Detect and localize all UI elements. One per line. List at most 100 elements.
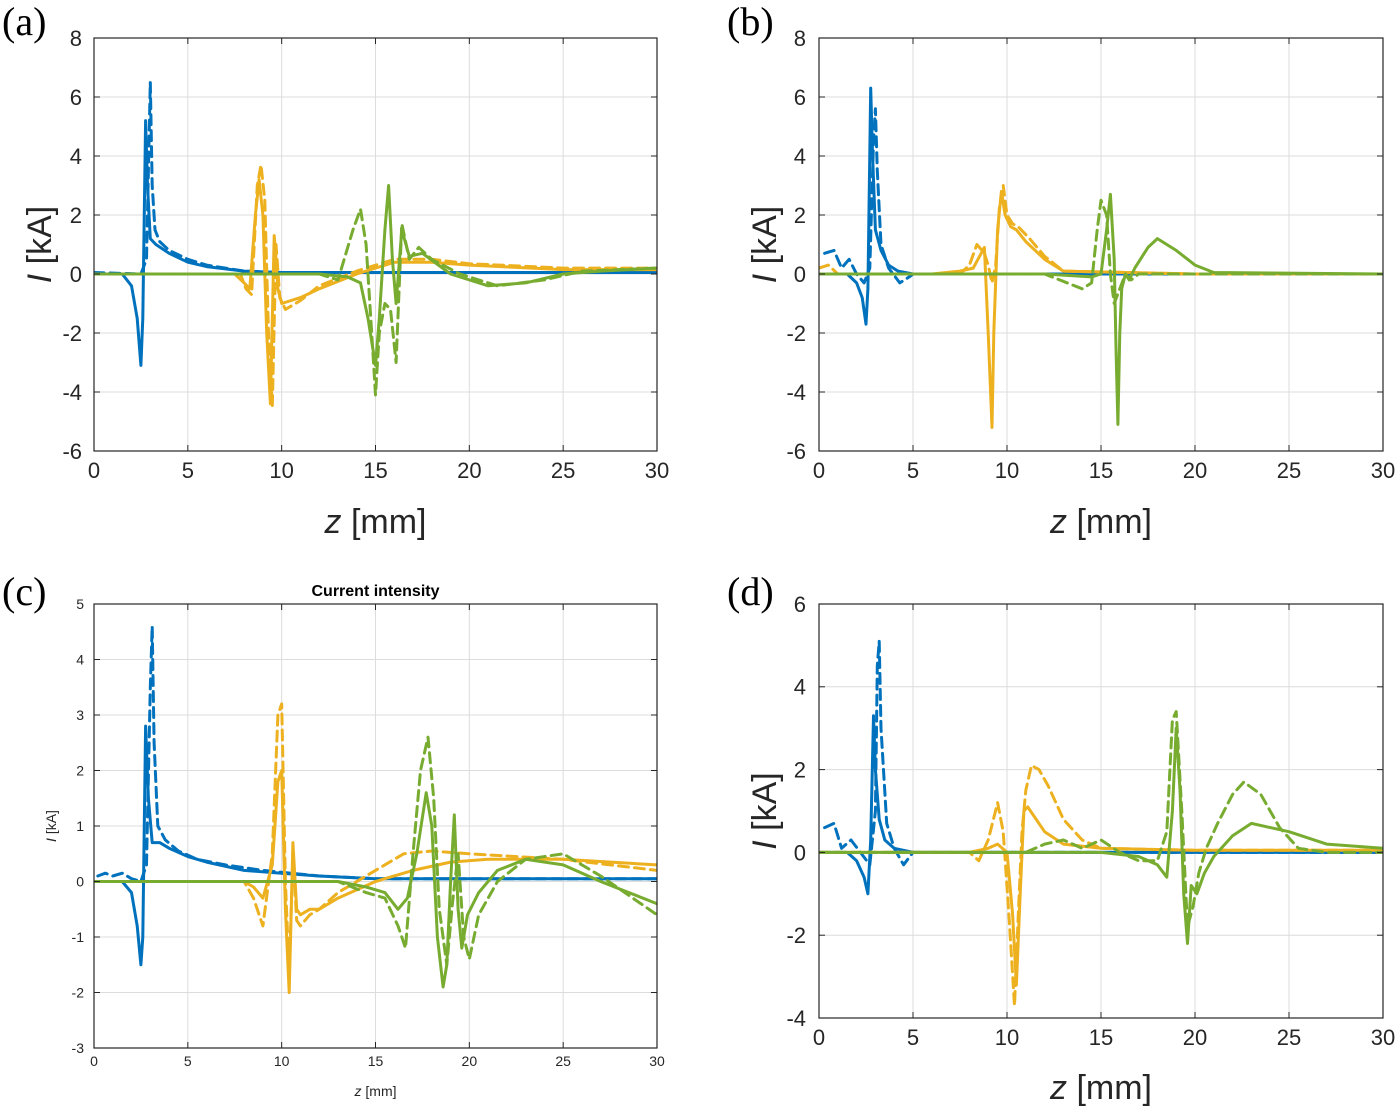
series-green-dashed [94, 735, 657, 967]
series-green-solid [819, 726, 1383, 945]
y-tick-label: -6 [62, 439, 82, 464]
x-tick-label: 20 [462, 1053, 478, 1069]
y-tick-label: 0 [76, 874, 84, 890]
x-tick-label: 10 [995, 458, 1019, 483]
y-tick-label: 4 [794, 675, 806, 700]
x-axis-variable: z [324, 503, 342, 541]
y-tick-label: 4 [794, 144, 806, 169]
y-axis-variable: I [746, 273, 784, 283]
series-blue-dashed [96, 624, 657, 883]
series-yellow-dashed [819, 764, 1383, 1008]
x-tick-label: 5 [907, 1025, 919, 1050]
y-tick-label: 2 [70, 203, 82, 228]
x-tick-label: 0 [90, 1053, 98, 1069]
y-tick-label: 0 [794, 840, 806, 865]
y-tick-label: -4 [62, 380, 82, 405]
y-axis-label: I [kA] [43, 810, 59, 842]
x-axis-variable: z [354, 1083, 362, 1099]
x-tick-label: 25 [551, 458, 575, 483]
y-tick-label: 8 [70, 26, 82, 51]
x-tick-label: 20 [457, 458, 481, 483]
x-axis-unit: [mm] [1067, 503, 1152, 541]
x-tick-label: 20 [1183, 458, 1207, 483]
y-tick-label: -2 [786, 923, 806, 948]
panel-label: (b) [727, 0, 774, 44]
series-yellow-dashed [819, 184, 1383, 285]
x-tick-label: 30 [1371, 1025, 1395, 1050]
y-tick-label: 0 [70, 262, 82, 287]
x-axis-label: z [mm] [324, 503, 427, 541]
x-tick-label: 30 [649, 1053, 665, 1069]
y-tick-label: -2 [72, 985, 85, 1001]
panel-label: (a) [2, 0, 46, 44]
x-tick-label: 20 [1183, 1025, 1207, 1050]
series-blue-dashed [823, 107, 1383, 285]
y-tick-label: 4 [70, 144, 82, 169]
x-tick-label: 15 [363, 458, 387, 483]
y-tick-label: 6 [70, 85, 82, 110]
series-green-dashed [94, 207, 657, 397]
panel-label: (d) [727, 569, 774, 614]
y-axis-label: I [kA] [746, 772, 784, 849]
chart-panel-1: (a) 0 5 10 15 20 25 30 -6 -4 -2 0 2 4 6 8 z [mm] I [kA] [2, 0, 669, 541]
y-tick-label: -6 [786, 439, 806, 464]
y-tick-label: 1 [76, 818, 84, 834]
series-yellow-dashed [94, 702, 657, 978]
chart-panel-2: (b) 0 5 10 15 20 25 30 -6 -4 -2 0 2 4 6 8 z [mm] I [kA] [727, 0, 1395, 541]
series-blue-solid [819, 86, 1383, 326]
x-tick-label: 0 [813, 1025, 825, 1050]
x-axis-label: z [mm] [1049, 1069, 1152, 1107]
y-tick-label: 8 [794, 26, 806, 51]
y-tick-label: 5 [76, 596, 84, 612]
y-tick-label: 6 [794, 85, 806, 110]
x-tick-label: 0 [88, 458, 100, 483]
x-tick-label: 5 [184, 1053, 192, 1069]
chart-panel-3: (c) 0 5 10 15 20 25 30 -3 -2 -1 0 1 2 3 4 5 z [mm] I [kA] C… [2, 569, 665, 1099]
x-tick-label: 30 [645, 458, 669, 483]
y-axis-variable: I [21, 273, 59, 283]
x-tick-label: 30 [1371, 458, 1395, 483]
x-axis-unit: [mm] [362, 1083, 397, 1099]
x-axis-label: z [mm] [1049, 503, 1152, 541]
x-axis-unit: [mm] [342, 503, 427, 541]
y-axis-unit: [kA] [746, 772, 784, 840]
y-tick-label: 2 [794, 758, 806, 783]
y-tick-label: 2 [76, 763, 84, 779]
x-tick-label: 25 [555, 1053, 571, 1069]
chart-title: Current intensity [311, 583, 439, 600]
series-group [94, 624, 657, 994]
y-tick-label: -3 [72, 1040, 85, 1056]
y-axis-unit: [kA] [746, 206, 784, 274]
chart-panel-4: (d) 0 5 10 15 20 25 30 -4 -2 0 2 4 6 z [mm] I [kA] [727, 569, 1395, 1107]
y-axis-variable: I [746, 840, 784, 850]
y-axis-unit: [kA] [21, 206, 59, 274]
x-tick-label: 10 [995, 1025, 1019, 1050]
x-tick-label: 5 [907, 458, 919, 483]
y-tick-label: 4 [76, 652, 84, 668]
x-tick-label: 15 [1089, 1025, 1113, 1050]
panel-label: (c) [2, 569, 46, 614]
x-tick-label: 25 [1277, 458, 1301, 483]
x-tick-label: 25 [1277, 1025, 1301, 1050]
y-tick-label: 0 [794, 262, 806, 287]
series-green-dashed [819, 198, 1383, 305]
x-tick-label: 5 [182, 458, 194, 483]
y-tick-label: -1 [72, 929, 85, 945]
x-axis-variable: z [1049, 1069, 1067, 1107]
y-tick-label: 2 [794, 203, 806, 228]
x-tick-label: 0 [813, 458, 825, 483]
x-tick-label: 10 [274, 1053, 290, 1069]
y-axis-label: I [kA] [746, 206, 784, 283]
y-tick-label: -2 [62, 321, 82, 346]
series-green-dashed [819, 710, 1383, 929]
series-blue-dashed [94, 80, 657, 276]
series-blue-dashed [823, 639, 1383, 867]
x-tick-label: 15 [1089, 458, 1113, 483]
x-tick-label: 10 [269, 458, 293, 483]
y-axis-variable: I [43, 838, 59, 842]
y-axis-label: I [kA] [21, 206, 59, 283]
y-axis-unit: [kA] [43, 810, 59, 838]
x-tick-label: 15 [368, 1053, 384, 1069]
y-tick-label: 3 [76, 707, 84, 723]
series-green-solid [819, 192, 1383, 426]
